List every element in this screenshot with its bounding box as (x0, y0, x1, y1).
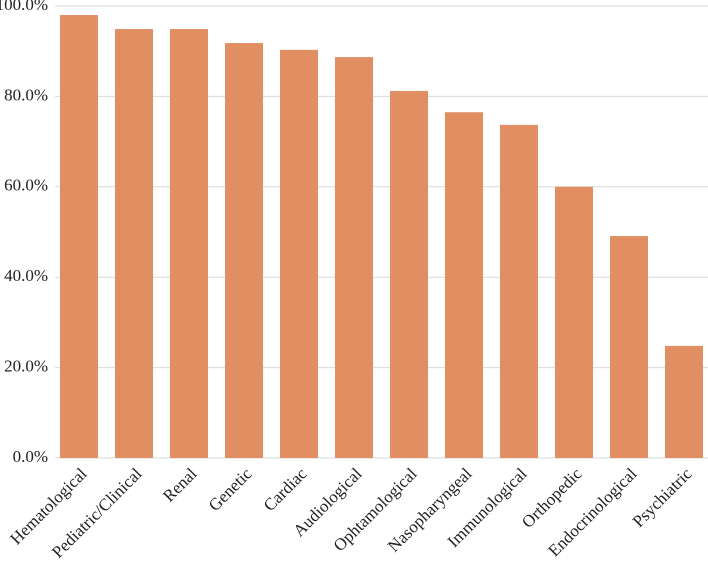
bar (445, 112, 483, 458)
bar (225, 43, 263, 459)
bar (170, 29, 208, 458)
y-tick-label: 0.0% (13, 447, 48, 466)
bar (555, 186, 593, 459)
bar (610, 236, 648, 458)
bar (335, 57, 373, 459)
bar (390, 90, 428, 458)
x-tick-label: Cardiac (260, 464, 311, 515)
x-tick-label: Renal (159, 464, 201, 506)
y-tick-label: 80.0% (4, 85, 48, 104)
y-tick-label: 20.0% (4, 357, 48, 376)
y-tick-label: 100.0% (0, 0, 48, 14)
y-tick-label: 40.0% (4, 266, 48, 285)
x-tick-label: Psychiatric (629, 464, 696, 531)
bar (280, 49, 318, 459)
bar (60, 15, 98, 458)
y-tick-label: 60.0% (4, 176, 48, 195)
bar (500, 124, 538, 458)
bar (665, 345, 703, 458)
bar (115, 29, 153, 458)
x-tick-label: Genetic (205, 464, 256, 515)
